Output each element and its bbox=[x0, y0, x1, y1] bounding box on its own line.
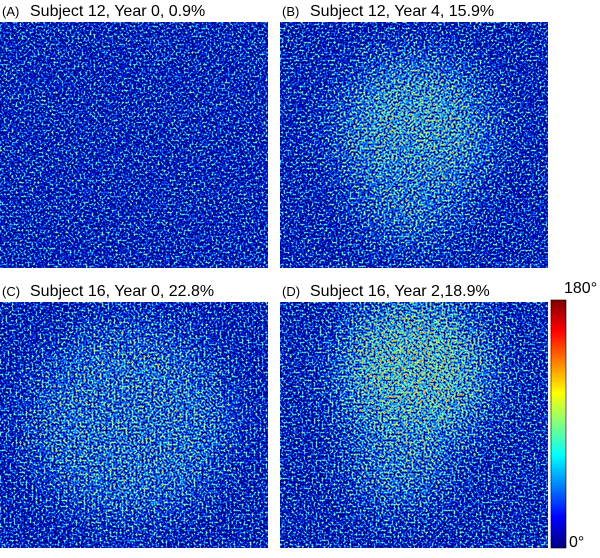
panel-image bbox=[0, 302, 268, 548]
colorbar-max: 180° bbox=[564, 280, 597, 297]
panel-image bbox=[280, 302, 548, 548]
panel-image bbox=[280, 22, 548, 268]
panel-label: (B) bbox=[282, 4, 299, 19]
panel-title: Subject 12, Year 0, 0.9% bbox=[30, 3, 205, 20]
panel: (B) Subject 12, Year 4, 15.9% bbox=[280, 3, 548, 268]
panels: (A) Subject 12, Year 0, 0.9% (B) Subject 12… bbox=[0, 3, 548, 548]
panel-title: Subject 16, Year 2,18.9% bbox=[310, 283, 490, 300]
panel-title: Subject 16, Year 0, 22.8% bbox=[30, 283, 214, 300]
panel-label: (A) bbox=[2, 4, 19, 19]
panel-label: (D) bbox=[282, 284, 300, 299]
panel-title: Subject 12, Year 4, 15.9% bbox=[310, 3, 494, 20]
colorbar-min: 0° bbox=[569, 534, 584, 551]
panel: (D) Subject 16, Year 2,18.9% bbox=[280, 283, 548, 548]
panel: (A) Subject 12, Year 0, 0.9% bbox=[0, 3, 268, 268]
colorbar bbox=[550, 299, 567, 549]
panel: (C) Subject 16, Year 0, 22.8% bbox=[0, 283, 268, 548]
panel-label: (C) bbox=[2, 284, 20, 299]
panel-image bbox=[0, 22, 268, 268]
